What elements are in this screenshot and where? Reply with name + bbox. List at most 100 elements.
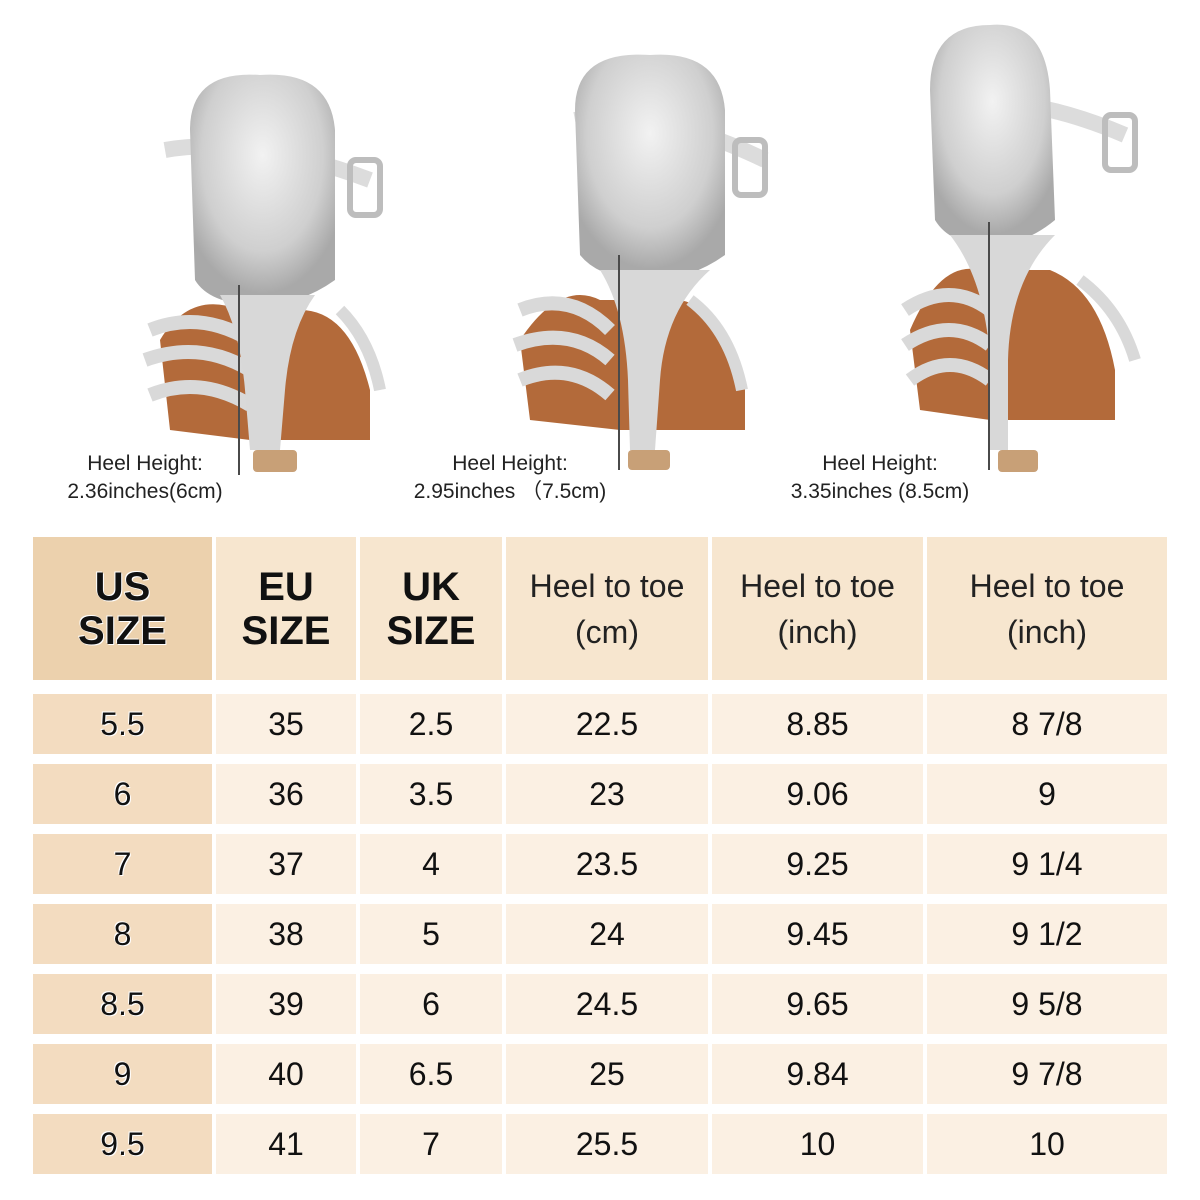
heel-to-toe-inch-fraction-cell: 9 — [927, 764, 1167, 824]
table-row: 8.5 39 6 24.5 9.65 9 5/8 — [33, 974, 1167, 1034]
eu-size-cell: 40 — [216, 1044, 356, 1104]
heel-to-toe-inch-cell: 9.65 — [712, 974, 923, 1034]
cell-value: 23.5 — [575, 845, 639, 882]
cell-value: 8 7/8 — [1011, 705, 1083, 742]
cell-value: 4 — [422, 845, 440, 882]
heel-to-toe-cm-cell: 25.5 — [506, 1114, 708, 1174]
header-line: US — [94, 564, 151, 609]
cell-value: 9.5 — [100, 1125, 145, 1162]
eu-size-cell: 39 — [216, 974, 356, 1034]
cell-value: 41 — [268, 1125, 304, 1162]
eu-size-cell: 37 — [216, 834, 356, 894]
shoe-image-8-5cm — [850, 10, 1150, 480]
header-line: SIZE — [386, 608, 476, 653]
cell-value: 6.5 — [408, 1055, 454, 1092]
cell-value: 36 — [268, 775, 304, 812]
heel-measure-line-6cm — [238, 285, 240, 475]
cell-value: 5 — [422, 915, 440, 952]
heel-to-toe-inch-fraction-cell: 9 5/8 — [927, 974, 1167, 1034]
header-line: SIZE — [78, 608, 167, 653]
header-line: (inch) — [777, 613, 858, 650]
cell-value: 7 — [113, 845, 132, 882]
heel-height-value: 2.95inches （7.5cm) — [413, 480, 607, 503]
header-line: EU — [258, 564, 314, 609]
cell-value: 3.5 — [408, 775, 454, 812]
heel-height-title: Heel Height: — [452, 452, 568, 475]
heel-to-toe-cm-cell: 25 — [506, 1044, 708, 1104]
us-size-cell: 5.5 — [33, 694, 212, 754]
us-size-cell: 7 — [33, 834, 212, 894]
eu-size-cell: 41 — [216, 1114, 356, 1174]
heel-to-toe-inch-fraction-cell: 9 1/4 — [927, 834, 1167, 894]
heel-height-label-7-5cm: Heel Height: 2.95inches （7.5cm) — [380, 450, 640, 506]
cell-value: 9.84 — [786, 1055, 849, 1092]
heel-to-toe-cm-cell: 23.5 — [506, 834, 708, 894]
heel-to-toe-inch-cell: 9.84 — [712, 1044, 923, 1104]
table-row: 9 40 6.5 25 9.84 9 7/8 — [33, 1044, 1167, 1104]
us-size-cell: 9.5 — [33, 1114, 212, 1174]
header-us-size: US SIZE — [33, 537, 212, 680]
cell-value: 9 7/8 — [1011, 1055, 1083, 1092]
heel-measure-line-7-5cm — [618, 255, 620, 470]
table-body: 5.5 35 2.5 22.5 8.85 8 7/8 6 36 3.5 23 9.06 9 7 37 4 23… — [33, 694, 1167, 1174]
cell-value: 10 — [1029, 1125, 1065, 1162]
heel-to-toe-cm-cell: 24.5 — [506, 974, 708, 1034]
uk-size-cell: 3.5 — [360, 764, 502, 824]
cell-value: 9.65 — [786, 985, 849, 1022]
cell-value: 8 — [113, 915, 132, 952]
shoe-image-7-5cm — [480, 10, 780, 480]
header-line: SIZE — [241, 608, 331, 653]
heel-to-toe-inch-cell: 8.85 — [712, 694, 923, 754]
heel-to-toe-inch-cell: 9.25 — [712, 834, 923, 894]
table-header-row: US SIZE EU SIZE UK SIZE Heel to toe (cm)… — [33, 537, 1167, 680]
uk-size-cell: 7 — [360, 1114, 502, 1174]
heel-to-toe-inch-fraction-cell: 10 — [927, 1114, 1167, 1174]
cell-value: 25.5 — [575, 1125, 639, 1162]
heel-to-toe-inch-fraction-cell: 8 7/8 — [927, 694, 1167, 754]
table-row: 5.5 35 2.5 22.5 8.85 8 7/8 — [33, 694, 1167, 754]
cell-value: 37 — [268, 845, 304, 882]
uk-size-cell: 2.5 — [360, 694, 502, 754]
header-heel-to-toe-cm: Heel to toe (cm) — [506, 537, 708, 680]
header-line: Heel to toe — [740, 567, 895, 604]
heel-to-toe-inch-fraction-cell: 9 7/8 — [927, 1044, 1167, 1104]
size-chart-table: US SIZE EU SIZE UK SIZE Heel to toe (cm)… — [33, 537, 1167, 1184]
heel-height-title: Heel Height: — [822, 452, 938, 475]
cell-value: 9 1/4 — [1011, 845, 1083, 882]
heel-measure-line-8-5cm — [988, 222, 990, 470]
cell-value: 9.45 — [786, 915, 849, 952]
eu-size-cell: 35 — [216, 694, 356, 754]
header-line: Heel to toe — [969, 567, 1125, 604]
heel-height-title: Heel Height: — [87, 452, 203, 475]
heel-height-label-6cm: Heel Height: 2.36inches(6cm) — [30, 450, 260, 506]
cell-value: 24.5 — [575, 985, 639, 1022]
heel-height-label-8-5cm: Heel Height: 3.35inches (8.5cm) — [760, 450, 1000, 506]
cell-value: 8.85 — [786, 705, 849, 742]
cell-value: 9 5/8 — [1011, 985, 1083, 1022]
eu-size-cell: 38 — [216, 904, 356, 964]
cell-value: 5.5 — [100, 705, 145, 742]
header-line: UK — [402, 564, 460, 609]
header-line: (inch) — [1006, 613, 1087, 650]
cell-value: 7 — [422, 1125, 440, 1162]
us-size-cell: 6 — [33, 764, 212, 824]
shoe-image-6cm — [100, 10, 400, 480]
heel-to-toe-inch-cell: 10 — [712, 1114, 923, 1174]
cell-value: 23 — [589, 775, 625, 812]
heel-to-toe-cm-cell: 23 — [506, 764, 708, 824]
heel-to-toe-inch-fraction-cell: 9 1/2 — [927, 904, 1167, 964]
header-line: Heel to toe — [529, 567, 685, 604]
eu-size-cell: 36 — [216, 764, 356, 824]
cell-value: 24 — [589, 915, 625, 952]
us-size-cell: 9 — [33, 1044, 212, 1104]
us-size-cell: 8.5 — [33, 974, 212, 1034]
cell-value: 39 — [268, 985, 304, 1022]
cell-value: 22.5 — [575, 705, 639, 742]
cell-value: 9 — [1038, 775, 1056, 812]
uk-size-cell: 6 — [360, 974, 502, 1034]
heel-height-value: 3.35inches (8.5cm) — [790, 480, 970, 503]
cell-value: 9.06 — [786, 775, 849, 812]
heel-to-toe-cm-cell: 24 — [506, 904, 708, 964]
uk-size-cell: 4 — [360, 834, 502, 894]
heel-to-toe-inch-cell: 9.06 — [712, 764, 923, 824]
